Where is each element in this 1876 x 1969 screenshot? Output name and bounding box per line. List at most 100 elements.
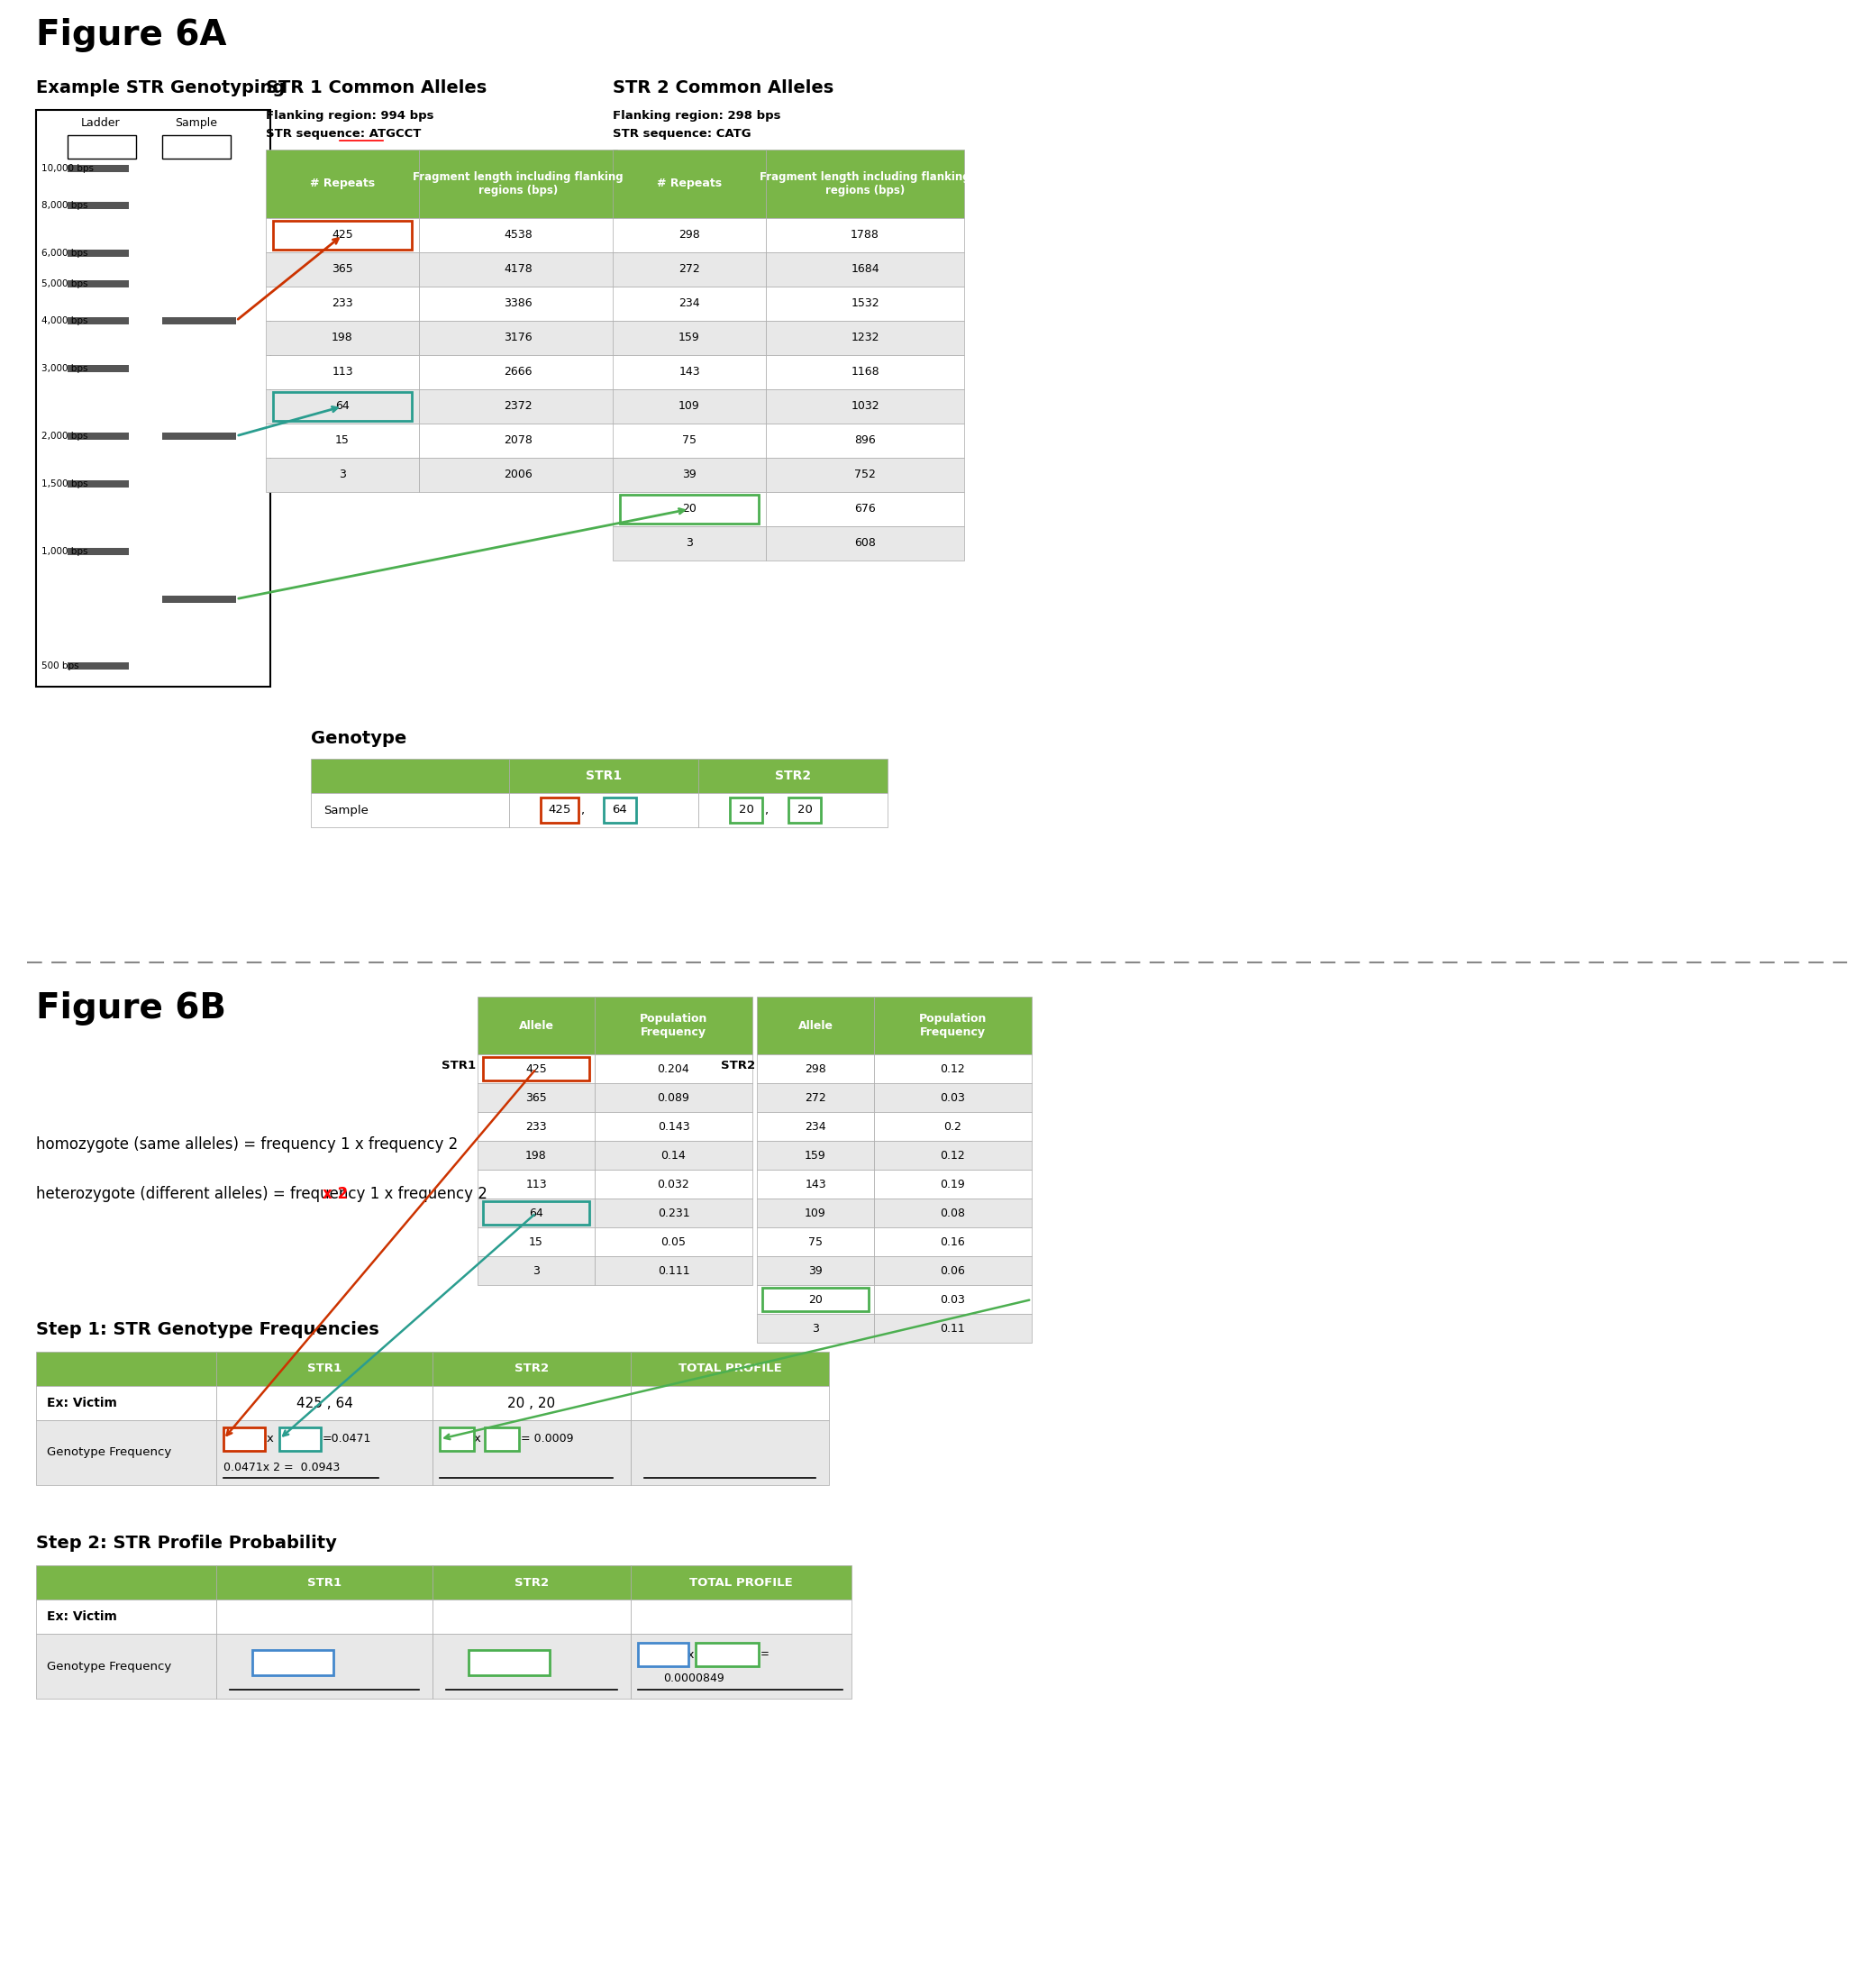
Bar: [874, 1112, 1032, 1140]
Bar: [433, 1599, 630, 1634]
Text: 0.0943: 0.0943: [272, 1656, 313, 1668]
Bar: [161, 433, 236, 439]
Text: =: =: [760, 1648, 769, 1660]
Bar: [266, 390, 418, 423]
Bar: [765, 354, 964, 390]
Bar: [788, 797, 822, 823]
Bar: [266, 287, 418, 321]
Text: 3: 3: [340, 469, 345, 480]
Text: 3176: 3176: [505, 333, 533, 345]
Bar: [418, 150, 617, 219]
Bar: [613, 219, 765, 252]
Bar: [418, 252, 617, 287]
Bar: [874, 1286, 1032, 1313]
Bar: [630, 1386, 829, 1420]
Bar: [874, 1170, 1032, 1199]
Text: Genotype Frequency: Genotype Frequency: [47, 1447, 171, 1459]
Text: Example STR Genotyping: Example STR Genotyping: [36, 79, 285, 96]
Bar: [619, 494, 758, 524]
Text: 0.14: 0.14: [660, 1150, 687, 1162]
Text: 75: 75: [683, 435, 696, 447]
Bar: [478, 1170, 595, 1199]
Bar: [433, 1634, 630, 1699]
Text: 0.204: 0.204: [229, 1433, 261, 1445]
Bar: [630, 1420, 829, 1485]
Bar: [418, 423, 617, 457]
Bar: [266, 252, 418, 287]
Text: 1232: 1232: [852, 333, 880, 345]
Text: 0.204: 0.204: [657, 1063, 690, 1075]
Bar: [216, 1634, 433, 1699]
Text: 4,000 bps: 4,000 bps: [41, 317, 88, 325]
Bar: [223, 1428, 265, 1451]
Bar: [274, 221, 413, 250]
Bar: [36, 1565, 216, 1599]
Bar: [433, 1565, 630, 1599]
Bar: [756, 1140, 874, 1170]
Bar: [756, 1256, 874, 1286]
Text: Figure 6A: Figure 6A: [36, 18, 227, 53]
Bar: [418, 219, 617, 252]
Bar: [216, 1386, 433, 1420]
Text: 2006: 2006: [505, 469, 533, 480]
Text: 0.19: 0.19: [940, 1177, 966, 1189]
Text: 298: 298: [805, 1063, 825, 1075]
Bar: [280, 1428, 321, 1451]
Bar: [508, 758, 698, 794]
Text: 2372: 2372: [505, 400, 533, 412]
Bar: [68, 364, 129, 372]
Text: TOTAL PROFILE: TOTAL PROFILE: [677, 1363, 782, 1374]
Text: STR sequence: ATGCCT: STR sequence: ATGCCT: [266, 128, 420, 140]
Text: Ex: Victim: Ex: Victim: [47, 1611, 116, 1622]
Bar: [418, 287, 617, 321]
Bar: [595, 1112, 752, 1140]
Bar: [613, 457, 765, 492]
Text: STR1: STR1: [441, 1059, 477, 1071]
Bar: [68, 480, 129, 488]
Bar: [311, 794, 508, 827]
Text: STR2: STR2: [514, 1577, 550, 1589]
Bar: [765, 526, 964, 561]
Bar: [595, 1199, 752, 1227]
Text: 0.12: 0.12: [940, 1063, 966, 1075]
Bar: [756, 1199, 874, 1227]
Text: x: x: [687, 1648, 694, 1660]
Text: # Repeats: # Repeats: [657, 177, 722, 189]
Bar: [68, 317, 129, 325]
Bar: [274, 392, 413, 421]
Text: STR2: STR2: [514, 1363, 550, 1374]
Bar: [266, 219, 418, 252]
Text: x 2: x 2: [323, 1185, 347, 1203]
Bar: [756, 1053, 874, 1083]
Text: 0.0000849: 0.0000849: [664, 1674, 724, 1685]
Bar: [765, 252, 964, 287]
Text: 500 bps: 500 bps: [41, 662, 79, 671]
Bar: [418, 354, 617, 390]
Bar: [613, 526, 765, 561]
Bar: [613, 390, 765, 423]
Bar: [161, 136, 231, 159]
Bar: [68, 136, 137, 159]
Text: homozygote (same alleles) = frequency 1 x frequency 2: homozygote (same alleles) = frequency 1 …: [36, 1136, 458, 1152]
Text: 0.03: 0.03: [490, 1433, 514, 1445]
Text: 234: 234: [805, 1120, 825, 1132]
Text: 0.231: 0.231: [283, 1433, 315, 1445]
Bar: [482, 1057, 589, 1081]
Bar: [630, 1599, 852, 1634]
Text: Step 2: STR Profile Probability: Step 2: STR Profile Probability: [36, 1534, 338, 1552]
Text: 425: 425: [525, 1063, 546, 1075]
Text: Fragment length including flanking
regions (bps): Fragment length including flanking regio…: [413, 171, 623, 197]
Text: 0.03: 0.03: [940, 1294, 966, 1305]
Bar: [696, 1642, 758, 1666]
Bar: [418, 457, 617, 492]
Text: 0.0009: 0.0009: [488, 1656, 529, 1668]
Bar: [478, 1083, 595, 1112]
Text: 20 , 20: 20 , 20: [508, 1396, 555, 1410]
Bar: [595, 1170, 752, 1199]
Text: 143: 143: [679, 366, 700, 378]
Text: STR1: STR1: [308, 1577, 341, 1589]
Text: Sample: Sample: [174, 116, 218, 128]
Bar: [478, 1199, 595, 1227]
Text: 8,000 bps: 8,000 bps: [41, 201, 88, 211]
Bar: [478, 1227, 595, 1256]
